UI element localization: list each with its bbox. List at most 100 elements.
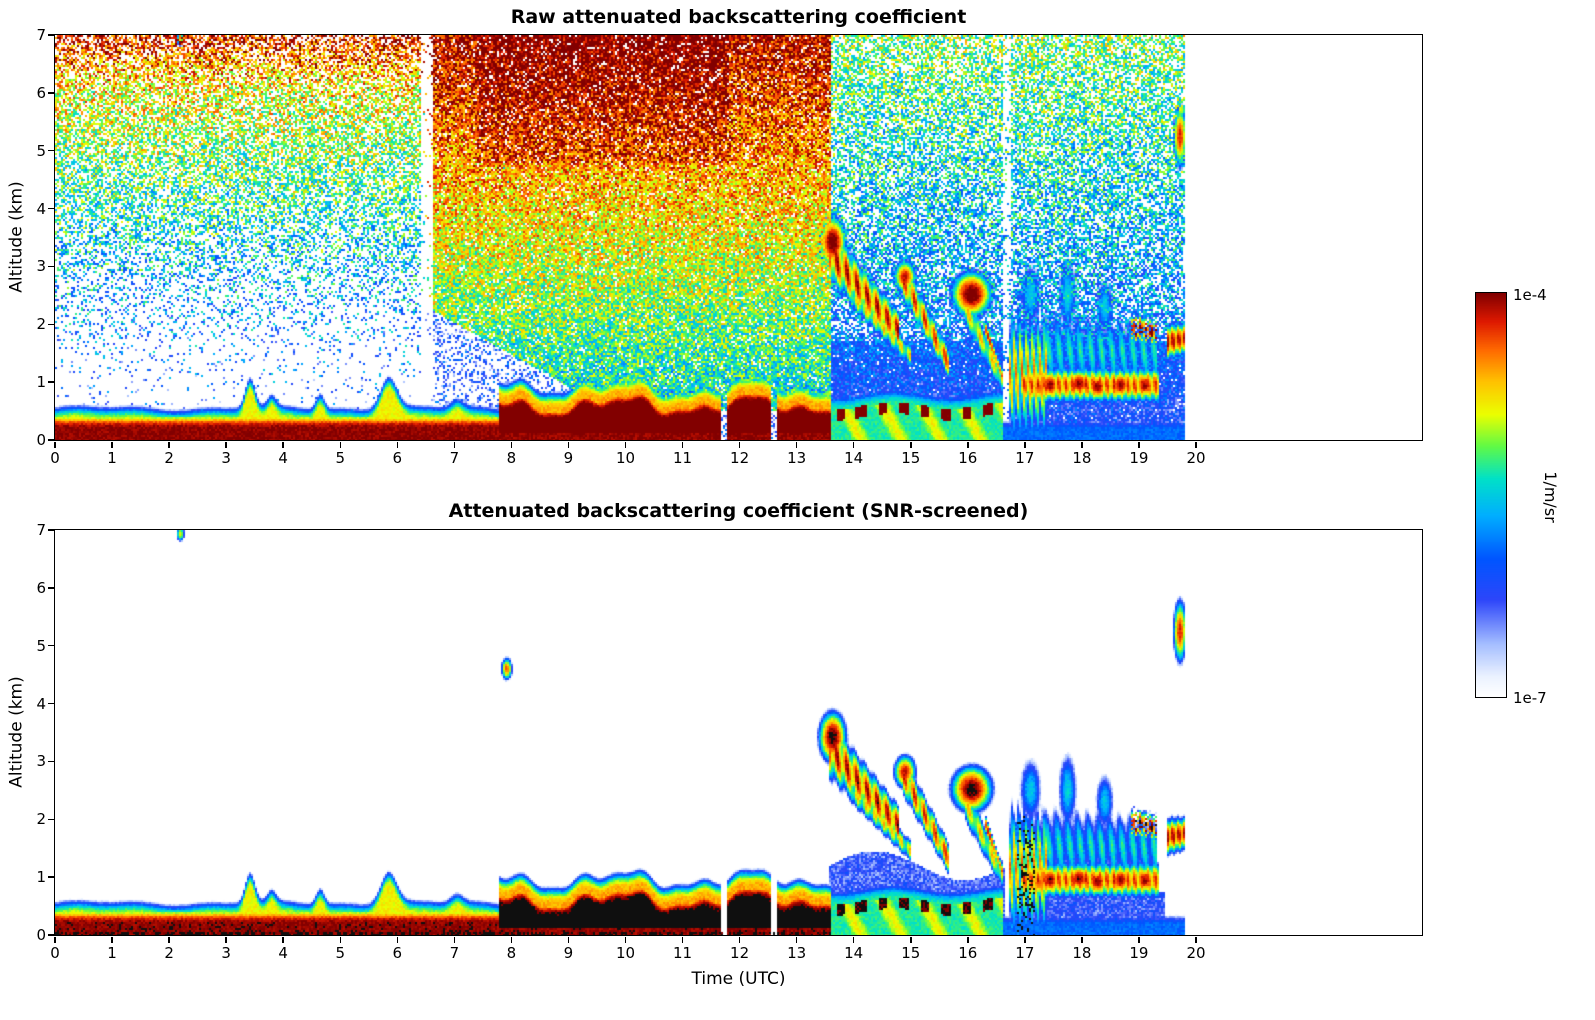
raw-heatmap-canvas [54,34,1422,440]
x-tick-mark [852,936,855,943]
y-tick-mark [47,265,54,268]
x-tick-label: 5 [335,944,346,962]
x-tick-mark [282,936,284,943]
x-tick-label: 2 [164,449,174,467]
x-tick-label: 10 [615,449,636,467]
x-tick-mark [510,441,513,448]
raw-heatmap-plot [53,33,1423,441]
screened-panel-title: Attenuated backscattering coefficient (S… [448,500,1029,522]
x-tick-label: 8 [506,944,517,962]
x-tick-mark [510,936,513,943]
y-tick-mark [47,760,54,763]
colorbar-min-label: 1e-7 [1513,689,1547,707]
x-tick-mark [967,936,969,943]
x-tick-label: 2 [164,944,174,962]
y-tick-mark [47,702,54,705]
x-tick-mark [795,936,798,943]
screened-heatmap-plot [53,528,1423,936]
x-tick-label: 16 [958,449,978,467]
x-tick-label: 8 [506,449,517,467]
y-tick-mark [47,92,54,94]
x-tick-mark [54,936,56,943]
x-tick-label: 11 [673,944,693,962]
x-tick-mark [111,441,113,448]
x-tick-mark [681,936,684,943]
x-tick-mark [738,936,741,943]
x-tick-label: 1 [107,944,117,962]
y-tick-mark [47,529,54,531]
x-tick-label: 12 [730,449,750,467]
y-tick-label: 6 [36,578,46,597]
raw-panel-title: Raw attenuated backscattering coefficien… [510,6,967,28]
x-tick-label: 3 [221,944,231,962]
x-tick-mark [225,936,227,943]
y-tick-mark [47,644,54,647]
y-tick-label: 4 [36,199,46,218]
y-tick-mark [47,149,54,152]
screened-heatmap-canvas [54,529,1422,935]
x-tick-label: 11 [673,449,693,467]
x-tick-label: 18 [1072,944,1092,962]
x-tick-mark [282,441,284,448]
x-tick-mark [54,441,56,448]
y-tick-label: 0 [36,431,46,449]
y-tick-mark [47,34,54,36]
x-tick-mark [852,441,855,448]
x-tick-label: 20 [1186,449,1206,467]
x-tick-mark [225,441,227,448]
y-tick-label: 7 [36,26,46,44]
colorbar-units-label: 1/m/sr [1541,471,1560,523]
x-tick-label: 5 [335,449,346,467]
x-tick-mark [339,441,341,448]
x-tick-label: 13 [787,449,807,467]
x-tick-mark [168,936,170,943]
x-tick-label: 17 [1015,944,1035,962]
x-tick-mark [339,936,341,943]
x-tick-mark [624,441,627,448]
y-tick-label: 3 [36,752,46,771]
y-tick-label: 5 [36,636,46,655]
x-tick-mark [1024,441,1026,448]
y-tick-mark [47,323,54,326]
x-tick-label: 9 [563,449,574,467]
x-tick-mark [453,936,456,943]
x-tick-label: 9 [563,944,574,962]
x-tick-label: 19 [1129,944,1149,962]
x-tick-label: 6 [392,944,403,962]
y-tick-mark [47,934,54,936]
y-tick-mark [47,207,54,210]
y-tick-label: 3 [36,257,46,276]
colorbar [1475,292,1507,698]
x-tick-label: 7 [449,944,460,962]
x-tick-label: 16 [958,944,978,962]
y-tick-mark [47,876,54,878]
x-tick-label: 19 [1129,449,1149,467]
y-tick-label: 2 [36,810,46,829]
x-tick-mark [396,936,399,943]
y-tick-mark [47,587,54,589]
x-tick-label: 12 [730,944,750,962]
x-axis-label: Time (UTC) [691,969,786,989]
x-tick-mark [567,441,570,448]
x-tick-mark [396,441,399,448]
y-tick-label: 1 [36,868,46,887]
x-tick-mark [967,441,969,448]
x-tick-mark [910,441,912,448]
x-tick-label: 0 [50,449,60,467]
x-tick-label: 4 [278,449,288,467]
x-tick-mark [681,441,684,448]
y-tick-label: 6 [36,83,46,102]
x-tick-label: 10 [615,944,636,962]
x-tick-mark [738,441,741,448]
colorbar-max-label: 1e-4 [1513,286,1547,304]
x-tick-mark [1081,441,1083,448]
y-tick-label: 4 [36,694,46,713]
x-tick-label: 4 [278,944,288,962]
x-tick-mark [111,936,113,943]
x-tick-label: 3 [221,449,231,467]
x-tick-mark [1138,441,1140,448]
x-tick-label: 20 [1186,944,1206,962]
x-tick-label: 13 [787,944,807,962]
x-tick-mark [1195,936,1197,943]
